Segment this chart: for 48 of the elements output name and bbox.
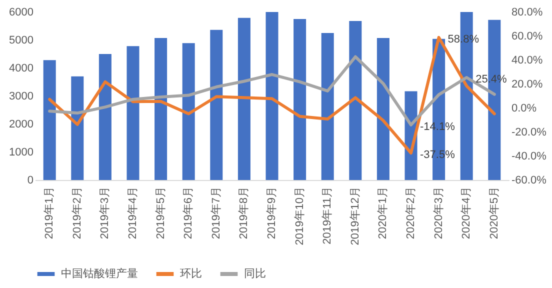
y-tick-label: 1000	[9, 146, 34, 158]
legend-label: 环比	[180, 267, 202, 280]
x-tick-label: 2019年3月	[99, 186, 112, 240]
x-tick-label: 2019年12月	[349, 186, 362, 246]
bar	[210, 30, 223, 180]
y2-tick-label: -40.0%	[512, 150, 547, 162]
x-tick-label: 2020年4月	[460, 186, 473, 240]
y2-tick-label: 20.0%	[512, 78, 543, 90]
x-tick-label: 2019年8月	[238, 186, 250, 240]
x-tick-label: 2019年10月	[294, 186, 306, 246]
bar	[182, 43, 195, 180]
x-tick-label: 2019年7月	[210, 186, 222, 240]
bar	[71, 76, 84, 180]
x-tick-label: 2019年5月	[154, 186, 167, 240]
bar	[349, 20, 362, 180]
y-tick-label: 2000	[9, 118, 34, 130]
bar	[98, 54, 112, 180]
x-tick-label: 2019年6月	[182, 186, 195, 240]
bar	[126, 46, 140, 180]
y-tick-label: 4000	[9, 62, 34, 74]
legend-label: 同比	[244, 267, 266, 280]
y2-tick-label: 60.0%	[512, 30, 543, 42]
y-tick-label: 3000	[9, 90, 34, 102]
bar	[238, 18, 250, 180]
bar	[266, 12, 278, 180]
x-tick-label: 2020年1月	[377, 186, 390, 240]
y-tick-label: 5000	[9, 34, 34, 46]
y2-tick-label: -20.0%	[512, 126, 547, 138]
bar	[154, 38, 168, 180]
bar	[43, 60, 56, 180]
bar	[376, 38, 390, 180]
x-tick-label: 2019年4月	[126, 186, 139, 240]
x-tick-label: 2019年9月	[266, 186, 278, 240]
x-tick-label: 2020年2月	[405, 186, 418, 240]
bar	[321, 33, 334, 180]
legend-label: 中国钴酸锂产量	[61, 267, 138, 280]
x-tick-label: 2020年3月	[432, 186, 445, 240]
bar	[294, 19, 306, 180]
x-tick-label: 2020年5月	[488, 186, 500, 240]
x-tick-label: 2019年11月	[322, 186, 334, 244]
y-tick-label: 6000	[9, 6, 34, 18]
x-tick-label: 2019年2月	[71, 186, 84, 240]
y2-tick-label: 40.0%	[512, 54, 543, 66]
y-tick-label: 0	[27, 174, 34, 186]
y2-tick-label: -60.0%	[512, 174, 547, 186]
y2-tick-label: 0.0%	[512, 102, 537, 114]
x-tick-label: 2019年1月	[44, 186, 56, 240]
y2-tick-label: 80.0%	[512, 6, 543, 18]
